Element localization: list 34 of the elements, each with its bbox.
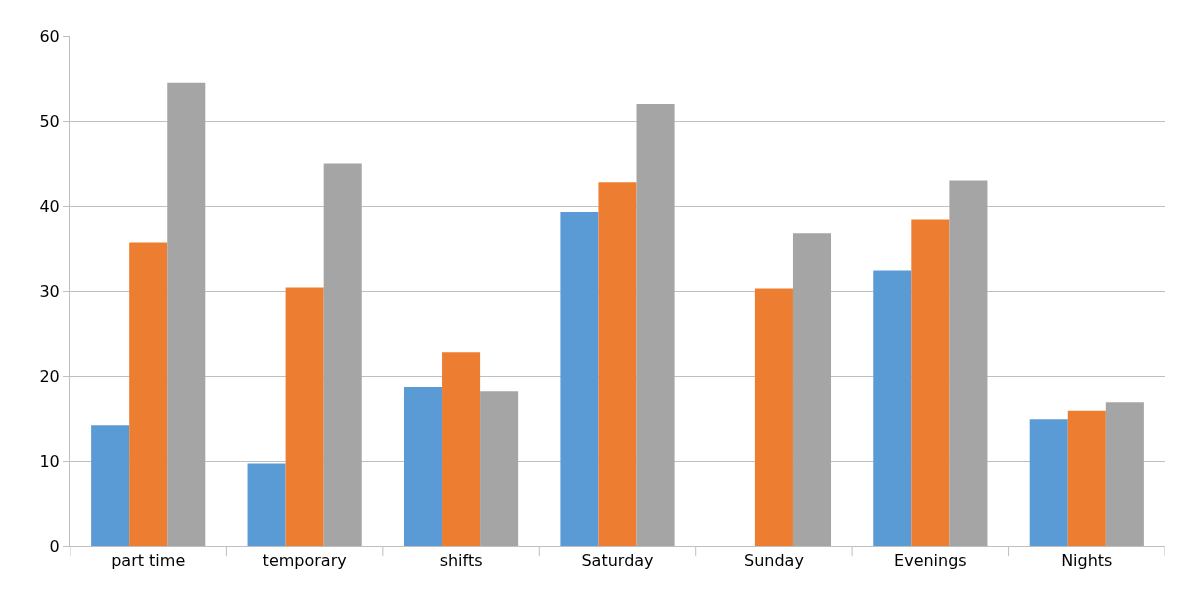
- bar: [403, 387, 443, 546]
- y-tick-label: 60: [39, 26, 60, 46]
- y-tick-label: 40: [39, 196, 60, 216]
- bar: [636, 104, 675, 546]
- x-tick-label: Nights: [1061, 551, 1113, 571]
- y-tick-label: 10: [39, 451, 60, 471]
- bar: [873, 270, 912, 546]
- bar: [792, 233, 832, 546]
- x-tick-label: temporary: [262, 551, 347, 571]
- bar: [129, 242, 168, 546]
- bar: [247, 463, 286, 546]
- bar: [1029, 419, 1068, 546]
- x-tick-label: shifts: [439, 551, 483, 571]
- bar: [167, 82, 206, 546]
- bar: [754, 288, 793, 546]
- x-tick-label: Saturday: [581, 551, 654, 571]
- bar: [949, 180, 988, 546]
- bar: [442, 352, 481, 546]
- x-tick-label: Sunday: [743, 551, 804, 571]
- bar: [911, 219, 950, 546]
- y-tick-label: 0: [49, 536, 60, 556]
- y-tick-label: 20: [39, 366, 60, 386]
- bar: [480, 391, 519, 546]
- bar: [285, 287, 324, 546]
- bar: [1067, 410, 1106, 546]
- bar: [598, 182, 637, 546]
- bar: [560, 211, 599, 546]
- bar: [91, 425, 130, 546]
- y-tick-label: 50: [39, 111, 60, 131]
- bar: [323, 163, 362, 546]
- bar: [1105, 402, 1144, 546]
- y-tick-label: 30: [39, 281, 60, 301]
- x-tick-label: Evenings: [894, 551, 967, 571]
- x-tick-label: part time: [111, 551, 186, 571]
